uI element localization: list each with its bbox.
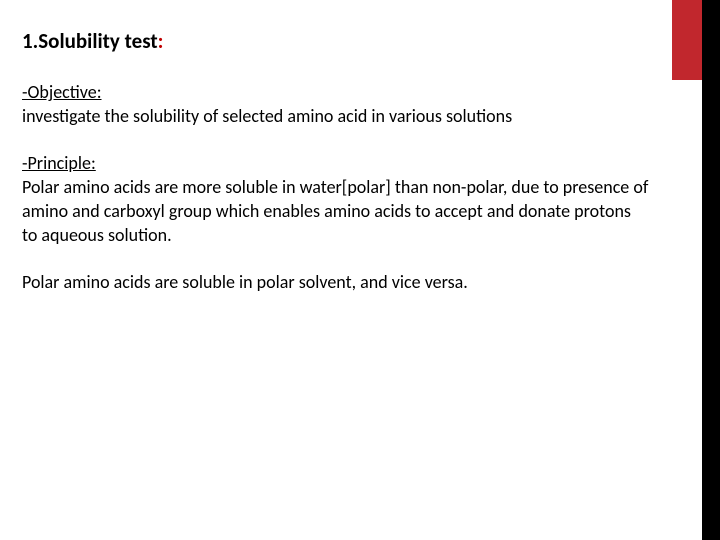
slide-title: 1.Solubility test: xyxy=(22,28,650,54)
title-text: 1.Solubility test xyxy=(22,28,158,54)
title-colon: : xyxy=(158,28,164,54)
closing-block: Polar amino acids are soluble in polar s… xyxy=(22,270,650,294)
objective-label: -Objective: xyxy=(22,80,650,104)
sidebar-red-block xyxy=(672,0,702,80)
sidebar-black-strip xyxy=(702,0,720,540)
slide-content: 1.Solubility test: -Objective: investiga… xyxy=(0,0,670,316)
closing-text: Polar amino acids are soluble in polar s… xyxy=(22,270,650,294)
principle-block: -Principle: Polar amino acids are more s… xyxy=(22,151,650,248)
principle-text: Polar amino acids are more soluble in wa… xyxy=(22,175,650,248)
objective-text: investigate the solubility of selected a… xyxy=(22,104,650,128)
principle-label: -Principle: xyxy=(22,151,650,175)
objective-block: -Objective: investigate the solubility o… xyxy=(22,80,650,129)
